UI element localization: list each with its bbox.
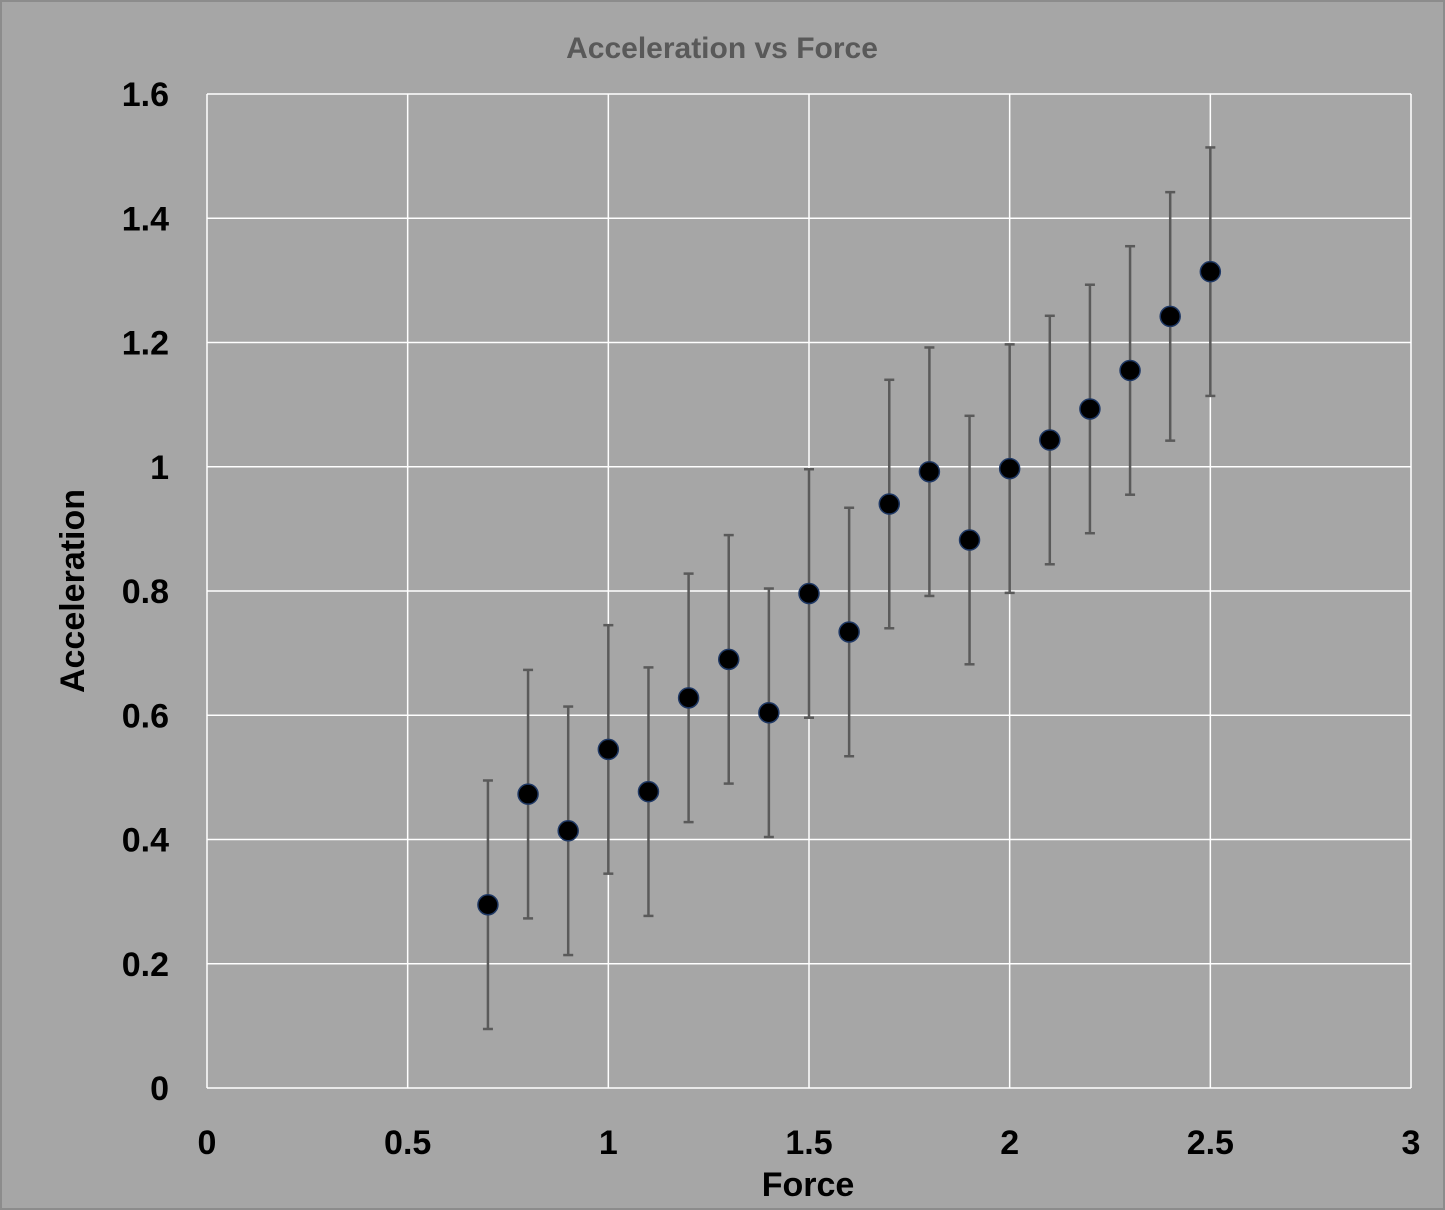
data-point <box>1199 260 1222 283</box>
data-point <box>998 457 1021 480</box>
data-point <box>918 460 941 483</box>
data-point <box>637 780 660 803</box>
y-tick-label: 0.8 <box>122 573 169 611</box>
y-tick-label: 1 <box>150 449 169 487</box>
data-point <box>557 820 579 842</box>
x-tick-label: 1.5 <box>785 1124 832 1162</box>
y-tick-label: 0.2 <box>122 946 169 984</box>
data-point <box>1159 305 1181 328</box>
chart-title: Acceleration vs Force <box>566 32 878 65</box>
y-tick-label: 1.2 <box>122 325 169 363</box>
data-point <box>717 648 740 671</box>
data-point <box>958 529 981 551</box>
x-tick-label: 2 <box>1000 1124 1019 1162</box>
data-point <box>1119 359 1141 382</box>
data-point <box>878 493 901 515</box>
x-tick-label: 0 <box>198 1124 217 1162</box>
y-tick-label: 1.6 <box>122 76 169 114</box>
y-tick-label: 0.4 <box>122 822 169 860</box>
x-tick-labels: 0 0.5 1 1.5 2 2.5 3 <box>198 1124 1421 1162</box>
x-tick-label: 3 <box>1402 1124 1421 1162</box>
data-point <box>597 738 620 761</box>
data-point <box>758 702 780 724</box>
data-point <box>1039 429 1061 451</box>
x-tick-label: 2.5 <box>1187 1124 1234 1162</box>
data-point <box>477 893 499 916</box>
data-point <box>517 783 539 805</box>
y-tick-label: 1.4 <box>122 200 169 238</box>
x-tick-label: 0.5 <box>384 1124 431 1162</box>
y-tick-labels: 0 0.2 0.4 0.6 0.8 1 1.2 1.4 1.6 <box>122 76 169 1108</box>
data-point <box>677 687 700 709</box>
y-tick-label: 0.6 <box>122 697 169 735</box>
data-point <box>1079 398 1101 420</box>
data-points <box>477 260 1222 916</box>
y-tick-label: 0 <box>150 1070 169 1108</box>
y-axis-title: Acceleration <box>54 489 92 693</box>
x-tick-label: 1 <box>599 1124 618 1162</box>
x-axis-title: Force <box>762 1166 855 1204</box>
data-point <box>838 621 860 643</box>
error-bars <box>482 146 1216 1031</box>
data-point <box>798 582 820 605</box>
